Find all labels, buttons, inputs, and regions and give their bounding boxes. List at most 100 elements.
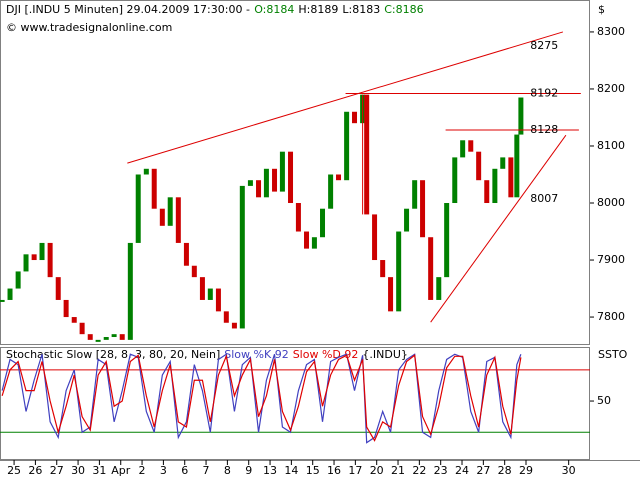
price-bar xyxy=(103,337,109,340)
price-bar xyxy=(311,237,317,249)
price-bar xyxy=(344,111,350,181)
x-tick-label: 2 xyxy=(139,464,146,477)
price-bar xyxy=(518,97,524,135)
level-label: 8128 xyxy=(530,123,558,136)
price-bar xyxy=(239,185,245,329)
price-bar xyxy=(23,254,29,272)
price-bar xyxy=(320,208,326,238)
x-tick-label: 27 xyxy=(476,464,490,477)
low: L:8183 xyxy=(342,3,380,16)
level-label: 8275 xyxy=(530,39,558,52)
price-bar xyxy=(79,322,85,335)
open: O:8184 xyxy=(254,3,294,16)
price-bar xyxy=(95,339,101,342)
x-tick-label: 21 xyxy=(391,464,405,477)
stochastic-panel xyxy=(0,347,590,460)
x-tick-label: 9 xyxy=(245,464,252,477)
price-bar xyxy=(247,180,253,186)
price-bar xyxy=(372,214,378,261)
x-tick-label: 14 xyxy=(284,464,298,477)
price-bar xyxy=(135,174,141,243)
price-bar xyxy=(159,208,165,226)
y-tick-label: 8200 xyxy=(597,82,625,95)
price-bar xyxy=(39,242,45,261)
price-bar xyxy=(71,317,77,323)
price-bar xyxy=(111,334,117,338)
price-bar xyxy=(256,180,262,198)
close: C:8186 xyxy=(384,3,423,16)
indicator-subtitle: {.INDU} xyxy=(362,348,408,361)
stochastic-header: Stochastic Slow [28, 8, 3, 80, 20, Nein]… xyxy=(6,348,408,361)
x-tick-label: Apr xyxy=(111,464,131,477)
x-tick-label: 26 xyxy=(28,464,42,477)
price-bar xyxy=(63,299,69,318)
y-axis-label: SSTO xyxy=(598,348,628,361)
x-tick-label: 30 xyxy=(71,464,85,477)
price-bar xyxy=(55,277,61,300)
price-bar xyxy=(508,157,514,198)
price-bar xyxy=(304,231,310,249)
indicator-line xyxy=(1,354,522,442)
price-bar xyxy=(47,242,53,278)
price-bar xyxy=(87,334,93,340)
price-bar xyxy=(223,311,229,323)
price-bar xyxy=(452,157,458,204)
price-bar xyxy=(460,140,466,158)
y-tick-label: 8100 xyxy=(597,139,625,152)
price-bar xyxy=(263,168,269,198)
price-bar xyxy=(412,180,418,209)
price-bar xyxy=(428,237,434,300)
price-bar xyxy=(207,288,213,300)
price-bar xyxy=(500,157,506,169)
x-tick-label: 22 xyxy=(412,464,426,477)
price-bar xyxy=(420,180,426,238)
price-bar xyxy=(404,208,410,232)
price-bar xyxy=(143,168,149,175)
price-bar xyxy=(167,197,173,226)
x-tick-label: 17 xyxy=(348,464,362,477)
price-bar xyxy=(288,151,294,204)
x-tick-label: 25 xyxy=(7,464,21,477)
x-tick-label: 23 xyxy=(434,464,448,477)
symbol-header: DJI [.INDU 5 Minuten] 29.04.2009 17:30:0… xyxy=(6,3,424,16)
indicator-title: Stochastic Slow [28, 8, 3, 80, 20, Nein] xyxy=(6,348,220,361)
x-tick-label: 8 xyxy=(224,464,231,477)
legend-entry: Slow %K 92 xyxy=(224,348,288,361)
price-bar xyxy=(279,151,285,192)
price-bar xyxy=(231,322,237,329)
price-bar xyxy=(436,277,442,300)
price-bar xyxy=(514,134,520,198)
price-bar xyxy=(295,203,301,232)
price-bar xyxy=(31,254,37,261)
price-bar xyxy=(380,260,386,278)
price-bar xyxy=(0,299,5,302)
price-bar xyxy=(7,288,13,300)
x-tick-label: 13 xyxy=(263,464,277,477)
price-bar xyxy=(151,168,157,209)
price-bar xyxy=(336,174,342,181)
trend-line xyxy=(430,134,567,323)
symbol: DJI [.INDU 5 Minuten] 29.04.2009 17:30:0… xyxy=(6,3,250,16)
price-bar xyxy=(191,265,197,278)
x-tick-label: 27 xyxy=(50,464,64,477)
y-tick-label: 7900 xyxy=(597,253,625,266)
y-tick-label: 50 xyxy=(597,394,611,407)
price-bar xyxy=(364,94,370,215)
price-bar xyxy=(388,277,394,312)
price-bar xyxy=(328,174,334,209)
price-bar xyxy=(127,242,133,340)
price-bar xyxy=(215,288,221,312)
x-tick-label: 31 xyxy=(92,464,106,477)
copyright: © www.tradesignalonline.com xyxy=(6,21,172,34)
x-tick-label: 24 xyxy=(455,464,469,477)
legend-entry: Slow %D 92 xyxy=(293,348,359,361)
price-bar xyxy=(468,140,474,152)
trend-line xyxy=(127,31,564,164)
level-label: 8007 xyxy=(530,192,558,205)
x-tick-label: 3 xyxy=(160,464,167,477)
price-bar xyxy=(484,180,490,204)
price-bar xyxy=(444,203,450,278)
price-bar xyxy=(272,168,278,192)
price-panel xyxy=(0,0,590,345)
